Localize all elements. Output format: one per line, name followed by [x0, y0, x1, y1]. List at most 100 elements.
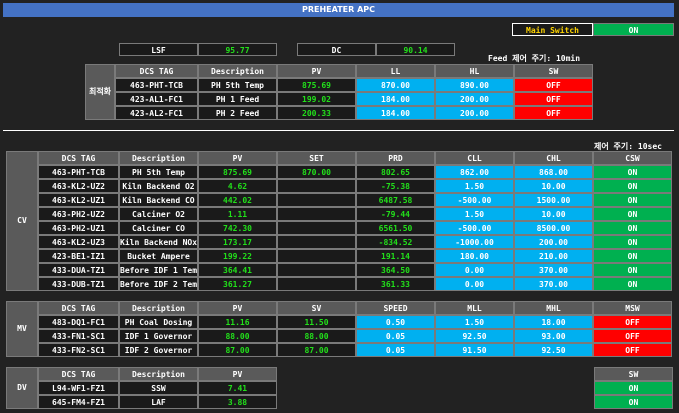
cv-chl-cell: 370.00 [514, 263, 593, 277]
cv-desc-cell: Before IDF 2 Temp [119, 277, 198, 291]
opt-ll-cell: 184.00 [356, 92, 435, 106]
cv-desc-cell: Before IDF 1 Temp [119, 263, 198, 277]
cv-chl-cell: 10.00 [514, 179, 593, 193]
cv-chl-cell: 10.00 [514, 207, 593, 221]
opt-side-label: 최적화 [85, 64, 115, 120]
cv-csw-cell[interactable]: ON [593, 165, 672, 179]
feed-cycle-label: Feed 제어 주기: 10min [488, 54, 581, 63]
mv-tag-cell: 433-FN1-SC1 [38, 329, 119, 343]
cv-desc-cell: Kiln Backend O2 [119, 179, 198, 193]
cv-header-pv: PV [198, 151, 277, 165]
cv-prd-cell: 361.33 [356, 277, 435, 291]
cv-set-cell [277, 179, 356, 193]
opt-hl-cell: 890.00 [435, 78, 514, 92]
cv-csw-cell[interactable]: ON [593, 249, 672, 263]
mv-msw-cell[interactable]: OFF [593, 315, 672, 329]
cv-cll-cell: 0.00 [435, 263, 514, 277]
cv-set-cell [277, 249, 356, 263]
cv-prd-cell: 6561.50 [356, 221, 435, 235]
mv-sv-cell: 11.50 [277, 315, 356, 329]
opt-header-sw: SW [514, 64, 593, 78]
main-switch-toggle[interactable]: ON [593, 23, 674, 36]
opt-sw-cell[interactable]: OFF [514, 106, 593, 120]
cv-chl-cell: 8500.00 [514, 221, 593, 235]
lsf-value: 95.77 [198, 43, 277, 56]
opt-sw-cell[interactable]: OFF [514, 92, 593, 106]
cv-header-chl: CHL [514, 151, 593, 165]
cv-csw-cell[interactable]: ON [593, 263, 672, 277]
opt-desc-cell: PH 5th Temp [198, 78, 277, 92]
dv-header-desc: Description [119, 367, 198, 381]
mv-side-label: MV [6, 301, 38, 357]
cv-header-cll: CLL [435, 151, 514, 165]
cv-pv-cell: 742.30 [198, 221, 277, 235]
mv-header-tag: DCS TAG [38, 301, 119, 315]
opt-header-ll: LL [356, 64, 435, 78]
mv-sv-cell: 87.00 [277, 343, 356, 357]
mv-tag-cell: 483-DQ1-FC1 [38, 315, 119, 329]
dv-side-label: DV [6, 367, 38, 409]
opt-pv-cell: 875.69 [277, 78, 356, 92]
mv-header-pv: PV [198, 301, 277, 315]
dv-tag-cell: 645-FM4-FZ1 [38, 395, 119, 409]
mv-desc-cell: IDF 1 Governor [119, 329, 198, 343]
cv-desc-cell: PH 5th Temp [119, 165, 198, 179]
cv-set-cell [277, 277, 356, 291]
dv-header-pv: PV [198, 367, 277, 381]
main-switch-label: Main Switch [512, 23, 593, 36]
cv-pv-cell: 199.22 [198, 249, 277, 263]
cv-csw-cell[interactable]: ON [593, 235, 672, 249]
cv-chl-cell: 1500.00 [514, 193, 593, 207]
dv-sw-cell[interactable]: ON [594, 395, 673, 409]
cv-side-label: CV [6, 151, 38, 291]
mv-header-mhl: MHL [514, 301, 593, 315]
opt-desc-cell: PH 1 Feed [198, 92, 277, 106]
cv-tag-cell: 463-KL2-UZ2 [38, 179, 119, 193]
cv-header-csw: CSW [593, 151, 672, 165]
cv-csw-cell[interactable]: ON [593, 193, 672, 207]
opt-sw-cell[interactable]: OFF [514, 78, 593, 92]
cv-csw-cell[interactable]: ON [593, 179, 672, 193]
dv-sw-cell[interactable]: ON [594, 381, 673, 395]
cv-set-cell [277, 193, 356, 207]
cv-desc-cell: Kiln Backend CO [119, 193, 198, 207]
opt-pv-cell: 199.02 [277, 92, 356, 106]
dv-pv-cell: 7.41 [198, 381, 277, 395]
cv-header-tag: DCS TAG [38, 151, 119, 165]
cv-prd-cell: 191.14 [356, 249, 435, 263]
cv-tag-cell: 463-KL2-UZ3 [38, 235, 119, 249]
mv-header-sv: SV [277, 301, 356, 315]
mv-mhl-cell: 92.50 [514, 343, 593, 357]
mv-msw-cell[interactable]: OFF [593, 343, 672, 357]
cv-desc-cell: Bucket Ampere [119, 249, 198, 263]
opt-hl-cell: 200.00 [435, 92, 514, 106]
cv-csw-cell[interactable]: ON [593, 207, 672, 221]
mv-mll-cell: 92.50 [435, 329, 514, 343]
mv-desc-cell: PH Coal Dosing [119, 315, 198, 329]
cv-header-desc: Description [119, 151, 198, 165]
cv-tag-cell: 463-PH2-UZ1 [38, 221, 119, 235]
cv-set-cell [277, 207, 356, 221]
cv-pv-cell: 875.69 [198, 165, 277, 179]
cv-prd-cell: -75.38 [356, 179, 435, 193]
section-divider [3, 130, 674, 131]
control-cycle-label: 제어 주기: 10sec [594, 142, 662, 151]
dv-tag-cell: L94-WF1-FZ1 [38, 381, 119, 395]
cv-header-set: SET [277, 151, 356, 165]
cv-desc-cell: Calciner O2 [119, 207, 198, 221]
mv-pv-cell: 87.00 [198, 343, 277, 357]
cv-chl-cell: 210.00 [514, 249, 593, 263]
mv-header-msw: MSW [593, 301, 672, 315]
cv-csw-cell[interactable]: ON [593, 221, 672, 235]
cv-tag-cell: 423-BE1-IZ1 [38, 249, 119, 263]
cv-cll-cell: 862.00 [435, 165, 514, 179]
cv-set-cell [277, 221, 356, 235]
mv-speed-cell: 0.05 [356, 329, 435, 343]
cv-pv-cell: 361.27 [198, 277, 277, 291]
cv-cll-cell: 180.00 [435, 249, 514, 263]
cv-tag-cell: 463-KL2-UZ1 [38, 193, 119, 207]
mv-msw-cell[interactable]: OFF [593, 329, 672, 343]
mv-speed-cell: 0.50 [356, 315, 435, 329]
cv-csw-cell[interactable]: ON [593, 277, 672, 291]
cv-cll-cell: -500.00 [435, 193, 514, 207]
